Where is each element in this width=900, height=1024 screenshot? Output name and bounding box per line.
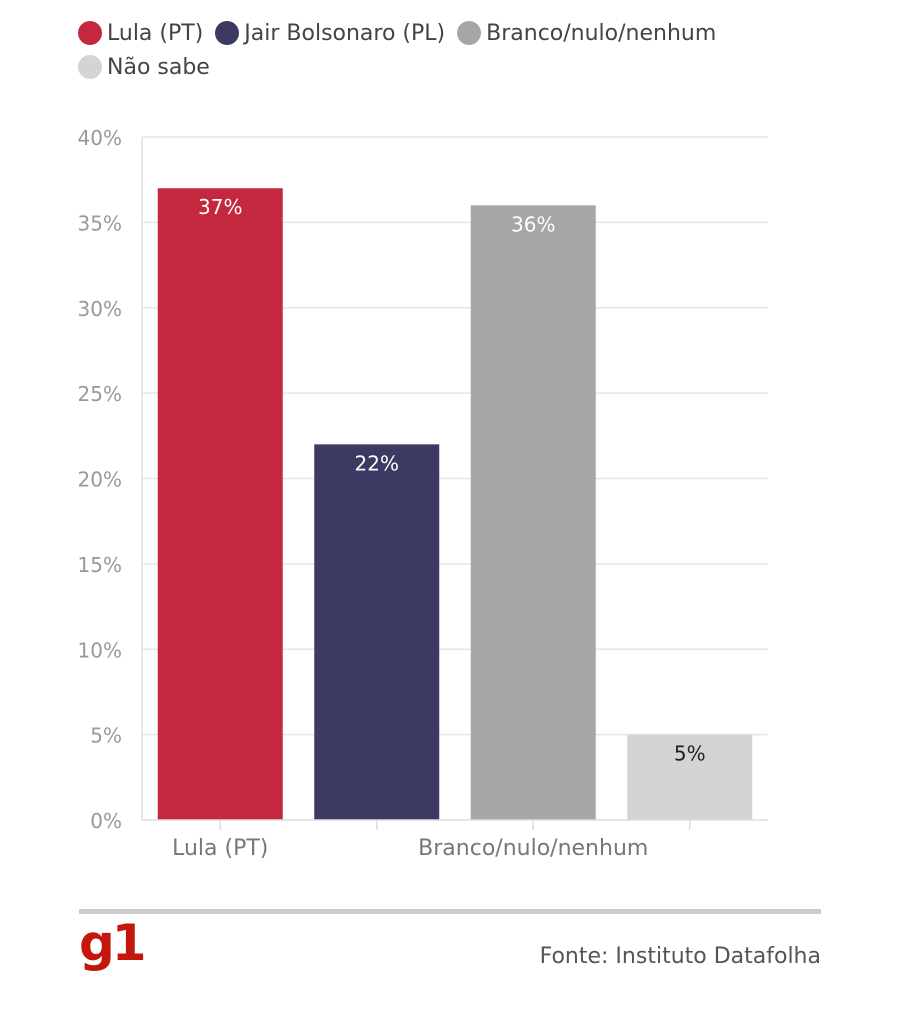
data-label-0: 37% (198, 195, 242, 219)
legend-swatch-branco (457, 21, 482, 45)
legend-label-branco: Branco/nulo/nenhum (486, 20, 717, 46)
bar-2 (470, 205, 596, 821)
bar-1 (314, 444, 440, 820)
g1-logo: g1 (79, 914, 147, 972)
legend-swatch-nao-sabe (78, 55, 102, 79)
x-tick-label-0: Lula (PT) (172, 836, 268, 861)
legend-item-bolsonaro: Jair Bolsonaro (PL) (215, 20, 445, 46)
y-tick-label-0: 0% (90, 809, 122, 833)
legend-swatch-bolsonaro (215, 21, 240, 45)
y-tick-label-5: 5% (90, 724, 122, 748)
footer-divider (79, 909, 821, 914)
y-tick-label-30: 30% (78, 297, 122, 321)
y-tick-label-15: 15% (78, 553, 122, 577)
legend-swatch-lula (78, 21, 102, 45)
data-label-3: 5% (674, 742, 706, 766)
legend-label-lula: Lula (PT) (107, 20, 204, 46)
bar-3 (627, 734, 753, 820)
y-tick-label-20: 20% (78, 468, 122, 492)
bar-0 (157, 188, 283, 821)
y-axis-ticks: 0% 5% 10% 15% 20% 25% 30% 35% 40% (78, 126, 122, 833)
y-tick-label-25: 25% (78, 382, 122, 406)
data-label-1: 22% (355, 451, 399, 475)
x-tick-label-2: Branco/nulo/nenhum (418, 836, 648, 861)
source-text: Fonte: Instituto Datafolha (539, 944, 821, 969)
y-tick-label-10: 10% (78, 638, 122, 662)
y-tick-label-35: 35% (78, 211, 122, 235)
bars (157, 188, 753, 821)
legend-label-nao-sabe: Não sabe (107, 54, 210, 80)
data-label-2: 36% (511, 212, 555, 236)
chart-legend: Lula (PT) Jair Bolsonaro (PL) Branco/nul… (78, 20, 778, 80)
legend-label-bolsonaro: Jair Bolsonaro (PL) (244, 20, 446, 46)
y-tick-label-40: 40% (78, 126, 122, 150)
legend-item-nao-sabe: Não sabe (78, 54, 210, 80)
x-axis: Lula (PT) Branco/nulo/nenhum (141, 137, 768, 861)
legend-item-lula: Lula (PT) (78, 20, 203, 46)
bar-chart: 0% 5% 10% 15% 20% 25% 30% 35% 40% 37% 22% 36% 5% Lu… (78, 126, 768, 861)
legend-item-branco: Branco/nulo/nenhum (457, 20, 716, 46)
data-labels: 37% 22% 36% 5% (198, 195, 706, 765)
